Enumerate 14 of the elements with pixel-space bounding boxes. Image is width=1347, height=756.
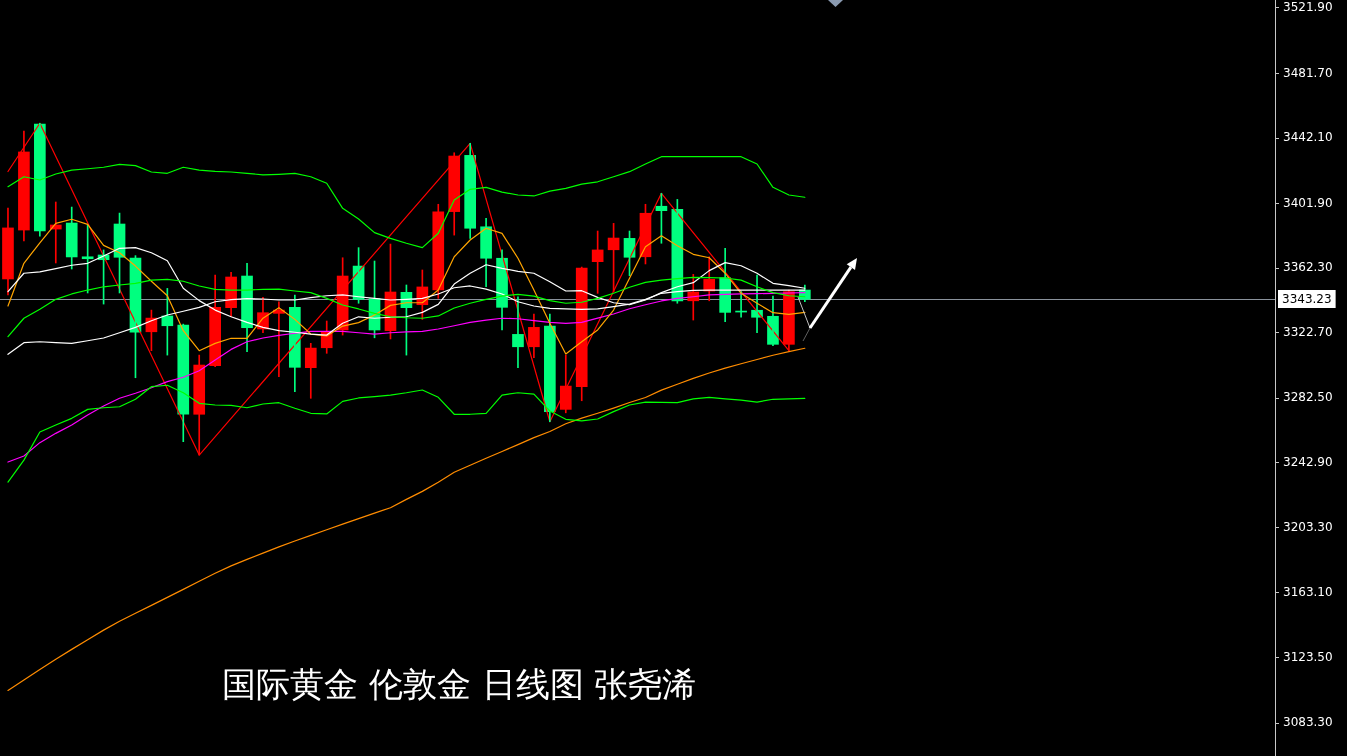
y-tick-label: 3163.10 (1283, 585, 1333, 600)
y-tick-label: 3242.90 (1283, 454, 1333, 469)
annotation: 国际黄金 伦敦金 日线图 张尧浠 (222, 664, 697, 704)
y-tick-label: 3203.30 (1283, 519, 1333, 534)
y-tick-label: 3521.90 (1283, 0, 1333, 15)
y-tick-label: 3401.90 (1283, 195, 1333, 210)
y-tick-label: 3362.30 (1283, 260, 1333, 275)
y-tick-label: 3282.50 (1283, 390, 1333, 405)
y-tick-label: 3123.50 (1283, 649, 1333, 664)
ref-line-label: 3343.23 (1282, 291, 1332, 306)
y-tick-label: 3322.70 (1283, 324, 1333, 339)
y-tick-label: 3481.70 (1283, 65, 1333, 80)
y-tick-label: 3083.30 (1283, 715, 1333, 730)
y-tick-label: 3442.10 (1283, 130, 1333, 145)
